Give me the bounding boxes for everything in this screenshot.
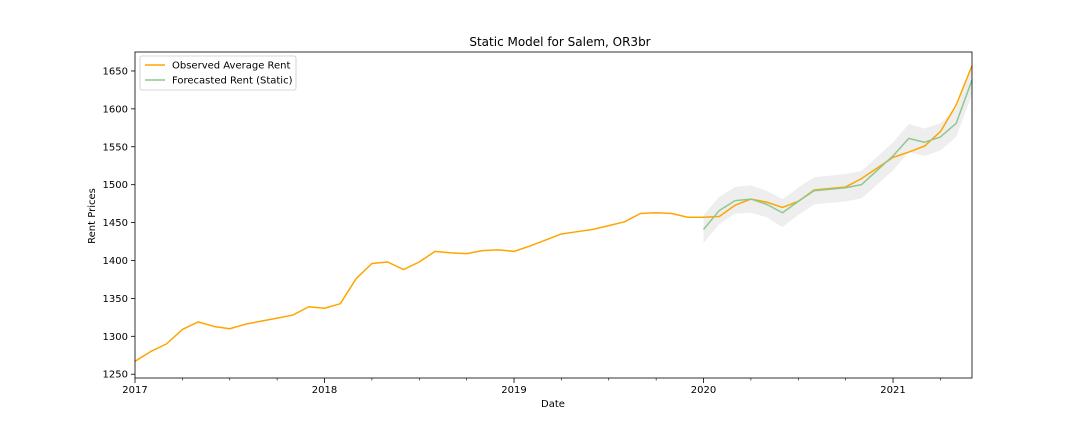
x-tick-label: 2020	[691, 385, 716, 396]
y-tick-label: 1400	[103, 256, 128, 267]
y-axis-title: Rent Prices	[87, 188, 98, 244]
legend: Observed Average Rent Forecasted Rent (St…	[139, 55, 297, 91]
y-tick-label: 1600	[103, 104, 128, 115]
plot-area	[134, 65, 973, 362]
series-line-forecast	[702, 79, 973, 230]
y-tick-label: 1650	[103, 66, 128, 77]
x-tick-label: 2017	[122, 385, 147, 396]
axes: 1250 1300 1350 1400 1450 1500 1550 1600 1650 2017…	[103, 51, 973, 396]
chart-title: Static Model for Salem, OR3br	[469, 35, 650, 49]
y-tick-label: 1350	[103, 294, 128, 305]
y-tick-label: 1300	[103, 332, 128, 343]
y-tick-label: 1500	[103, 180, 128, 191]
confidence-band	[703, 66, 972, 244]
x-tick-label: 2019	[501, 385, 526, 396]
x-axis-title: Date	[541, 399, 565, 410]
x-tick-label: 2021	[880, 385, 905, 396]
x-tick-label: 2018	[312, 385, 337, 396]
legend-box	[139, 55, 297, 91]
plot-frame	[134, 51, 973, 379]
legend-label: Observed Average Rent	[172, 61, 291, 72]
y-tick-label: 1550	[103, 142, 128, 153]
y-tick-label: 1250	[103, 370, 128, 381]
series-line-observed	[134, 65, 973, 362]
legend-label: Forecasted Rent (Static)	[172, 76, 293, 87]
y-tick-label: 1450	[103, 218, 128, 229]
